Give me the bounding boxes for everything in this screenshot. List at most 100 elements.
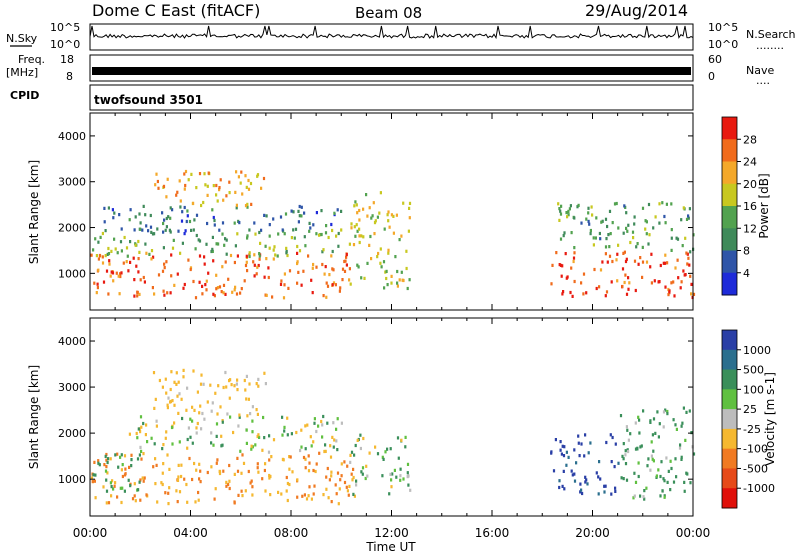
heatmap-cell xyxy=(218,469,221,473)
heatmap-cell xyxy=(307,254,310,258)
heatmap-cell xyxy=(177,475,180,479)
heatmap-cell xyxy=(276,254,279,258)
colorbar-tick-label: 4 xyxy=(743,267,750,280)
heatmap-cell xyxy=(408,278,411,282)
heatmap-cell xyxy=(237,175,240,179)
heatmap-cell xyxy=(396,269,399,274)
heatmap-cell xyxy=(246,202,249,206)
cpid-program: twofsound 3501 xyxy=(94,93,203,107)
heatmap-cell xyxy=(578,454,581,458)
heatmap-cell xyxy=(659,474,662,479)
heatmap-cell xyxy=(322,294,325,298)
heatmap-cell xyxy=(139,445,142,449)
colorbar-swatch xyxy=(722,448,737,469)
heatmap-cell xyxy=(600,220,603,224)
heatmap-cell xyxy=(245,428,248,432)
heatmap-cell xyxy=(331,435,334,439)
heatmap-cell xyxy=(107,501,111,505)
heatmap-cell xyxy=(215,461,218,465)
heatmap-cell xyxy=(153,442,156,446)
heatmap-cell xyxy=(683,480,686,484)
heatmap-cell xyxy=(268,458,271,462)
heatmap-cell xyxy=(294,227,298,231)
heatmap-cell xyxy=(144,242,147,246)
heatmap-cell xyxy=(326,284,330,288)
heatmap-cell xyxy=(326,421,329,425)
colorbar-swatch xyxy=(722,272,737,296)
heatmap-cell xyxy=(197,238,200,242)
heatmap-cell xyxy=(330,500,333,504)
heatmap-cell xyxy=(340,474,343,478)
heatmap-cell xyxy=(216,199,219,203)
heatmap-cell xyxy=(663,495,666,499)
heatmap-cell xyxy=(272,257,275,261)
heatmap-cell xyxy=(580,442,583,446)
heatmap-cell xyxy=(179,251,182,255)
noise-sky-label: N.Sky xyxy=(6,32,38,45)
heatmap-cell xyxy=(229,253,233,258)
heatmap-cell xyxy=(270,455,273,459)
heatmap-cell xyxy=(256,434,259,439)
heatmap-cell xyxy=(213,294,216,298)
heatmap-cell xyxy=(102,485,105,489)
heatmap-cell xyxy=(689,481,692,485)
heatmap-cell xyxy=(672,418,675,422)
heatmap-cell xyxy=(222,469,225,473)
heatmap-cell xyxy=(343,269,347,273)
heatmap-cell xyxy=(184,169,188,174)
heatmap-cell xyxy=(244,263,248,268)
heatmap-cell xyxy=(203,172,206,176)
heatmap-cell xyxy=(246,414,249,418)
heatmap-cell xyxy=(223,243,226,247)
heatmap-cell xyxy=(129,260,132,264)
heatmap-cell xyxy=(608,245,611,249)
colorbar-swatch xyxy=(722,428,737,450)
heatmap-cell xyxy=(120,500,123,505)
heatmap-cell xyxy=(407,229,410,233)
heatmap-cell xyxy=(204,183,207,187)
heatmap-cell xyxy=(95,291,98,295)
heatmap-cell xyxy=(563,445,566,449)
heatmap-cell xyxy=(143,280,146,284)
heatmap-cell xyxy=(161,269,165,273)
heatmap-cell xyxy=(137,427,140,431)
heatmap-cell xyxy=(345,485,348,489)
heatmap-cell xyxy=(572,259,575,264)
colorbar-tick-label: 20 xyxy=(743,178,757,191)
heatmap-cell xyxy=(614,442,617,446)
heatmap-cell xyxy=(220,290,223,294)
heatmap-cell xyxy=(232,430,235,435)
heatmap-cell xyxy=(221,221,225,225)
heatmap-cell xyxy=(170,370,173,374)
heatmap-cell xyxy=(658,422,661,426)
heatmap-cell xyxy=(311,291,314,295)
heatmap-cell xyxy=(324,443,327,447)
heatmap-cell xyxy=(354,234,357,238)
heatmap-cell xyxy=(570,266,573,270)
heatmap-cell xyxy=(331,249,334,254)
heatmap-cell xyxy=(368,206,371,210)
heatmap-cell xyxy=(637,461,640,465)
heatmap-cell xyxy=(604,217,608,221)
heatmap-cell xyxy=(296,281,299,285)
heatmap-cell xyxy=(210,431,213,435)
heatmap-cell xyxy=(216,412,219,416)
heatmap-cell xyxy=(222,291,225,295)
heatmap-cell xyxy=(103,206,106,210)
heatmap-cell xyxy=(253,274,256,278)
freq-unit-label: [MHz] xyxy=(6,66,38,79)
heatmap-cell xyxy=(593,267,596,272)
heatmap-cell xyxy=(221,420,224,424)
heatmap-cell xyxy=(642,409,645,413)
heatmap-cell xyxy=(248,254,251,259)
heatmap-cell xyxy=(357,265,360,269)
heatmap-cell xyxy=(108,262,111,266)
heatmap-cell xyxy=(328,478,331,482)
heatmap-cell xyxy=(348,278,351,282)
heatmap-cell xyxy=(225,238,228,242)
heatmap-cell xyxy=(156,227,159,231)
heatmap-cell xyxy=(639,494,642,498)
heatmap-cell xyxy=(265,293,268,297)
heatmap-cell xyxy=(251,405,254,409)
heatmap-cell xyxy=(303,211,306,215)
